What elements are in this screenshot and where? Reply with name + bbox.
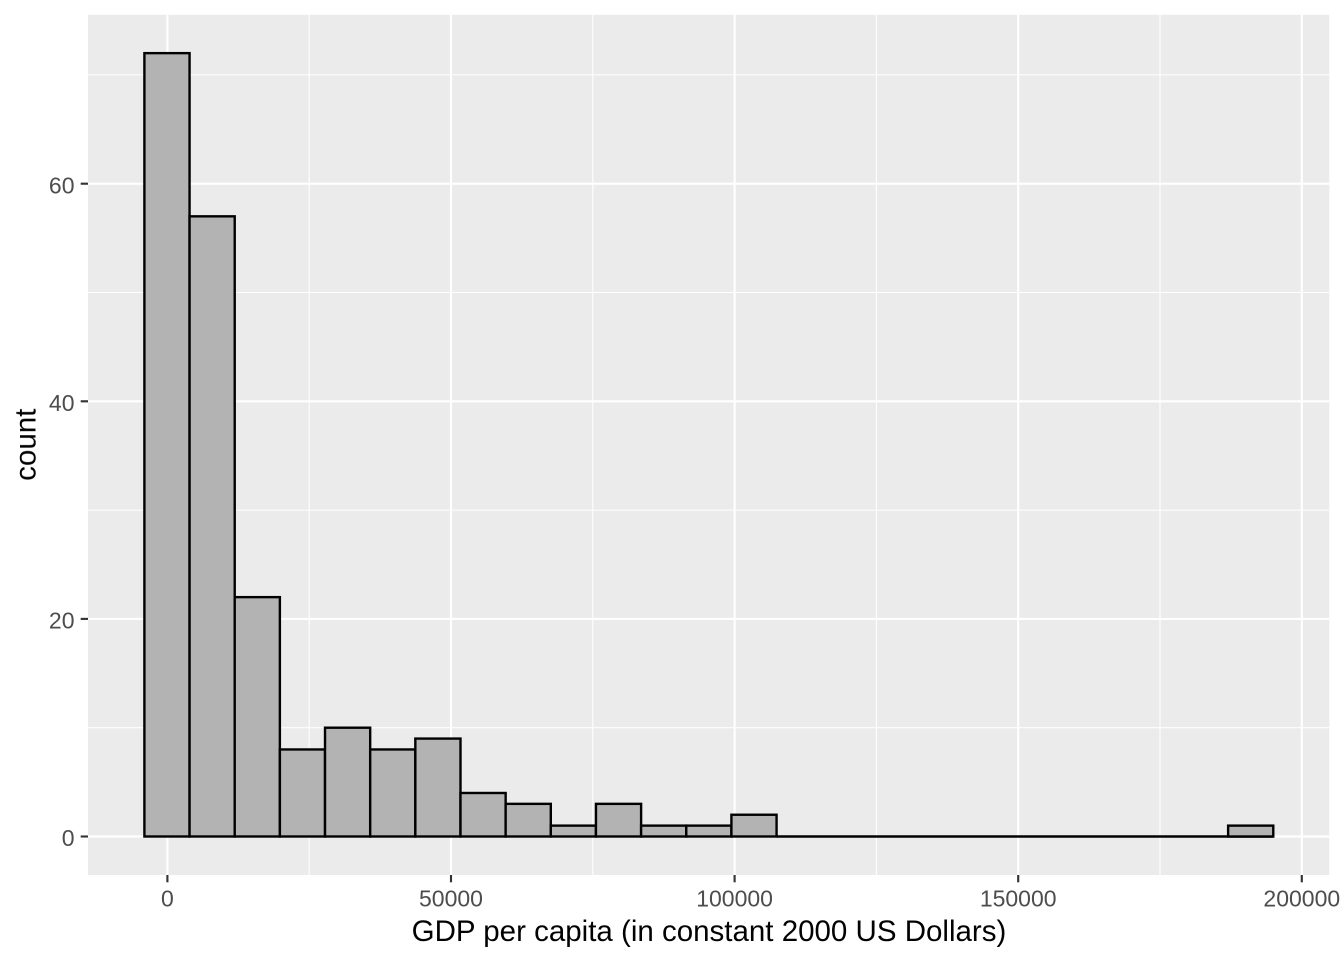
svg-text:0: 0 [161,886,174,912]
svg-text:50000: 50000 [419,886,483,912]
svg-text:count: count [10,409,43,481]
svg-text:100000: 100000 [696,886,773,912]
svg-text:GDP per capita (in constant 20: GDP per capita (in constant 2000 US Doll… [412,915,1007,948]
svg-text:0: 0 [62,825,75,851]
svg-text:20: 20 [49,608,75,634]
svg-text:200000: 200000 [1263,886,1340,912]
svg-text:150000: 150000 [980,886,1057,912]
svg-text:40: 40 [49,390,75,416]
svg-text:60: 60 [49,172,75,198]
